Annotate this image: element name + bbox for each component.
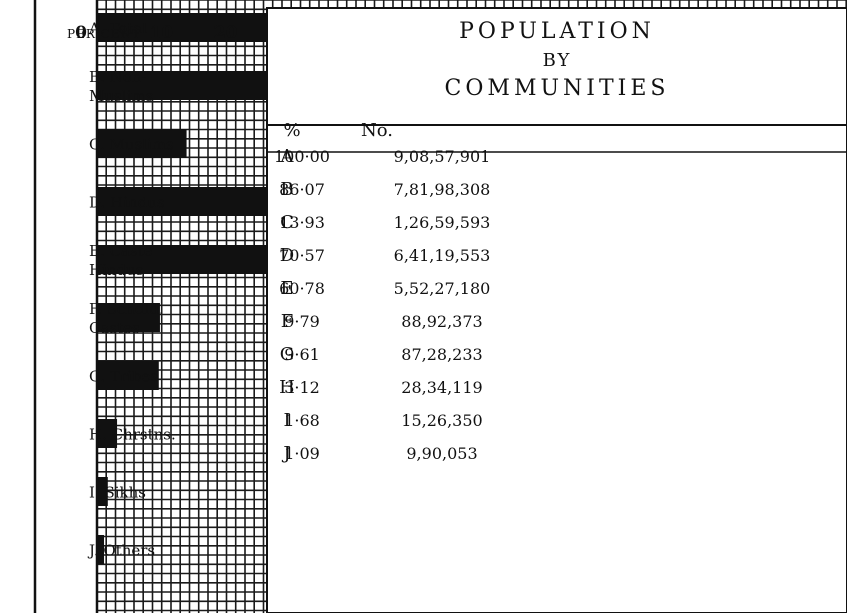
table-panel [266,7,847,613]
table-row-no-i: 15,26,350 [401,411,482,430]
table-row-code-b: B [280,179,293,200]
table-row-no-e: 5,52,27,180 [394,279,491,298]
chart-title-line-1: POPULATION [459,19,655,44]
table-row-code-g: G [280,344,294,365]
table-row-pct-g: 9·61 [284,345,320,364]
category-label-e: E. Caste [89,242,153,260]
category-label-h: H. Chrstns. [89,426,176,444]
axis-label: PER CENT [67,27,141,41]
table-row-code-f: F [281,311,294,332]
category-label-b: Muslims [89,87,153,105]
table-row-pct-d: 70·57 [279,246,325,265]
table-row-no-f: 88,92,373 [401,312,482,331]
table-row-pct-j: 1·09 [284,444,320,463]
table-row-pct-b: 86·07 [279,180,325,199]
bar-i [97,477,108,506]
table-row-pct-i: 1·68 [284,411,320,430]
category-label-g: G. Tribes [89,368,158,386]
category-label-a: A. Total [88,20,147,38]
table-row-code-c: C [280,212,294,233]
table-row-code-h: H [279,377,295,398]
tick-label-20: 20 [214,23,238,43]
table-row-code-e: E [280,278,293,299]
category-label-j: J. Others [87,542,155,560]
table-row-no-h: 28,34,119 [401,378,482,397]
chart-title-line-2: BY [543,50,572,71]
category-label-c: C. Muslims [89,136,174,154]
category-label-e: Hindus [89,261,144,279]
table-row-pct-f: 9·79 [284,312,320,331]
bar-j [97,535,105,564]
table-row-no-d: 6,41,19,553 [394,246,491,265]
table-row-no-g: 87,28,233 [401,345,482,364]
table-row-code-a: A [280,146,295,167]
chart-title-line-3: COMMUNITIES [445,76,670,101]
table-row-pct-a: 100·00 [274,147,330,166]
table-row-pct-e: 60·78 [279,279,325,298]
table-row-no-c: 1,26,59,593 [394,213,491,232]
bar-g [96,361,159,390]
bar-c [96,129,187,158]
table-row-no-a: 9,08,57,901 [394,147,491,166]
table-header-no: No. [361,120,393,141]
category-label-f: Castes [89,319,140,337]
category-label-b: B. Non- [89,68,146,86]
bar-h [96,419,118,448]
table-row-pct-h: 3·12 [284,378,320,397]
table-row-pct-c: 13·93 [279,213,325,232]
category-label-d: D. Hindus [89,194,165,212]
category-label-i: I. Sikhs [89,484,146,502]
table-row-code-d: D [280,245,294,266]
tick-label-10: 10 [149,23,173,43]
table-row-no-b: 7,81,98,308 [394,180,491,199]
tick-label-0: 0 [75,23,87,43]
table-header-pct: % [283,120,300,141]
table-row-no-j: 9,90,053 [406,444,477,463]
category-label-f: F. Schdld. [89,300,164,318]
bar-f [97,303,160,332]
table-row-code-j: J [281,443,290,464]
table-row-code-i: I [283,410,290,431]
